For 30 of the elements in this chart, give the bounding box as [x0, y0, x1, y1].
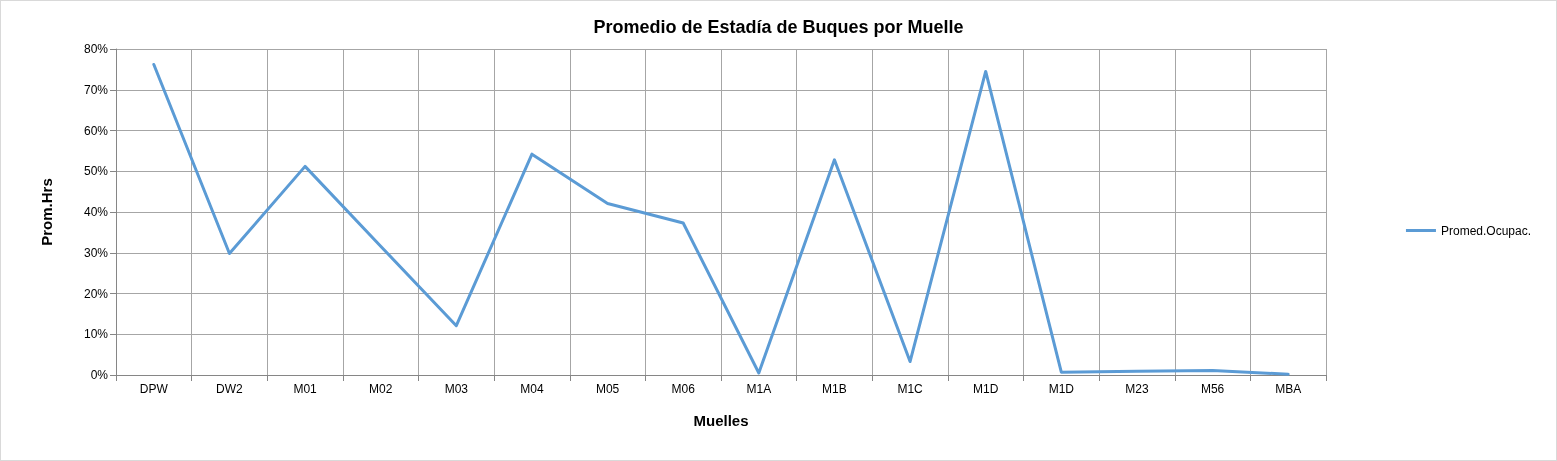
x-tick-label: M1D — [973, 382, 999, 396]
y-tick-label: 50% — [83, 164, 109, 179]
x-tick-label: M05 — [595, 382, 620, 396]
y-tick-label: 70% — [83, 82, 109, 97]
x-tick-label: MBA — [1275, 382, 1302, 396]
chart-title: Promedio de Estadía de Buques por Muelle — [593, 17, 964, 37]
x-tick-label: M1D — [1048, 382, 1075, 396]
x-tick-label: M56 — [1200, 382, 1225, 396]
x-tick-label: M23 — [1125, 382, 1149, 396]
y-tick-label: 10% — [83, 327, 109, 342]
legend-label: Promed.Ocupac. — [1440, 223, 1532, 238]
x-tick-label: M06 — [671, 382, 696, 396]
x-tick-label: M02 — [369, 382, 393, 396]
y-tick-label: 60% — [83, 123, 109, 138]
x-tick-label: M1B — [822, 382, 847, 396]
x-tick-label: M1C — [897, 382, 924, 396]
y-tick-label: 0% — [90, 368, 109, 382]
x-tick-label: DPW — [139, 382, 169, 396]
x-axis-title: Muelles — [693, 412, 749, 429]
y-tick-label: 30% — [83, 245, 109, 260]
x-tick-label: M04 — [520, 382, 544, 396]
y-tick-label: 40% — [83, 205, 109, 219]
y-axis-title: Prom.Hrs — [38, 178, 55, 246]
y-tick-label: 20% — [83, 286, 109, 301]
x-tick-label: M1A — [746, 382, 772, 396]
y-tick-label: 80% — [83, 42, 109, 56]
x-tick-label: DW2 — [216, 382, 244, 396]
line-series — [152, 62, 1290, 376]
x-tick-label: M01 — [293, 382, 318, 396]
x-tick-label: M03 — [444, 382, 469, 396]
